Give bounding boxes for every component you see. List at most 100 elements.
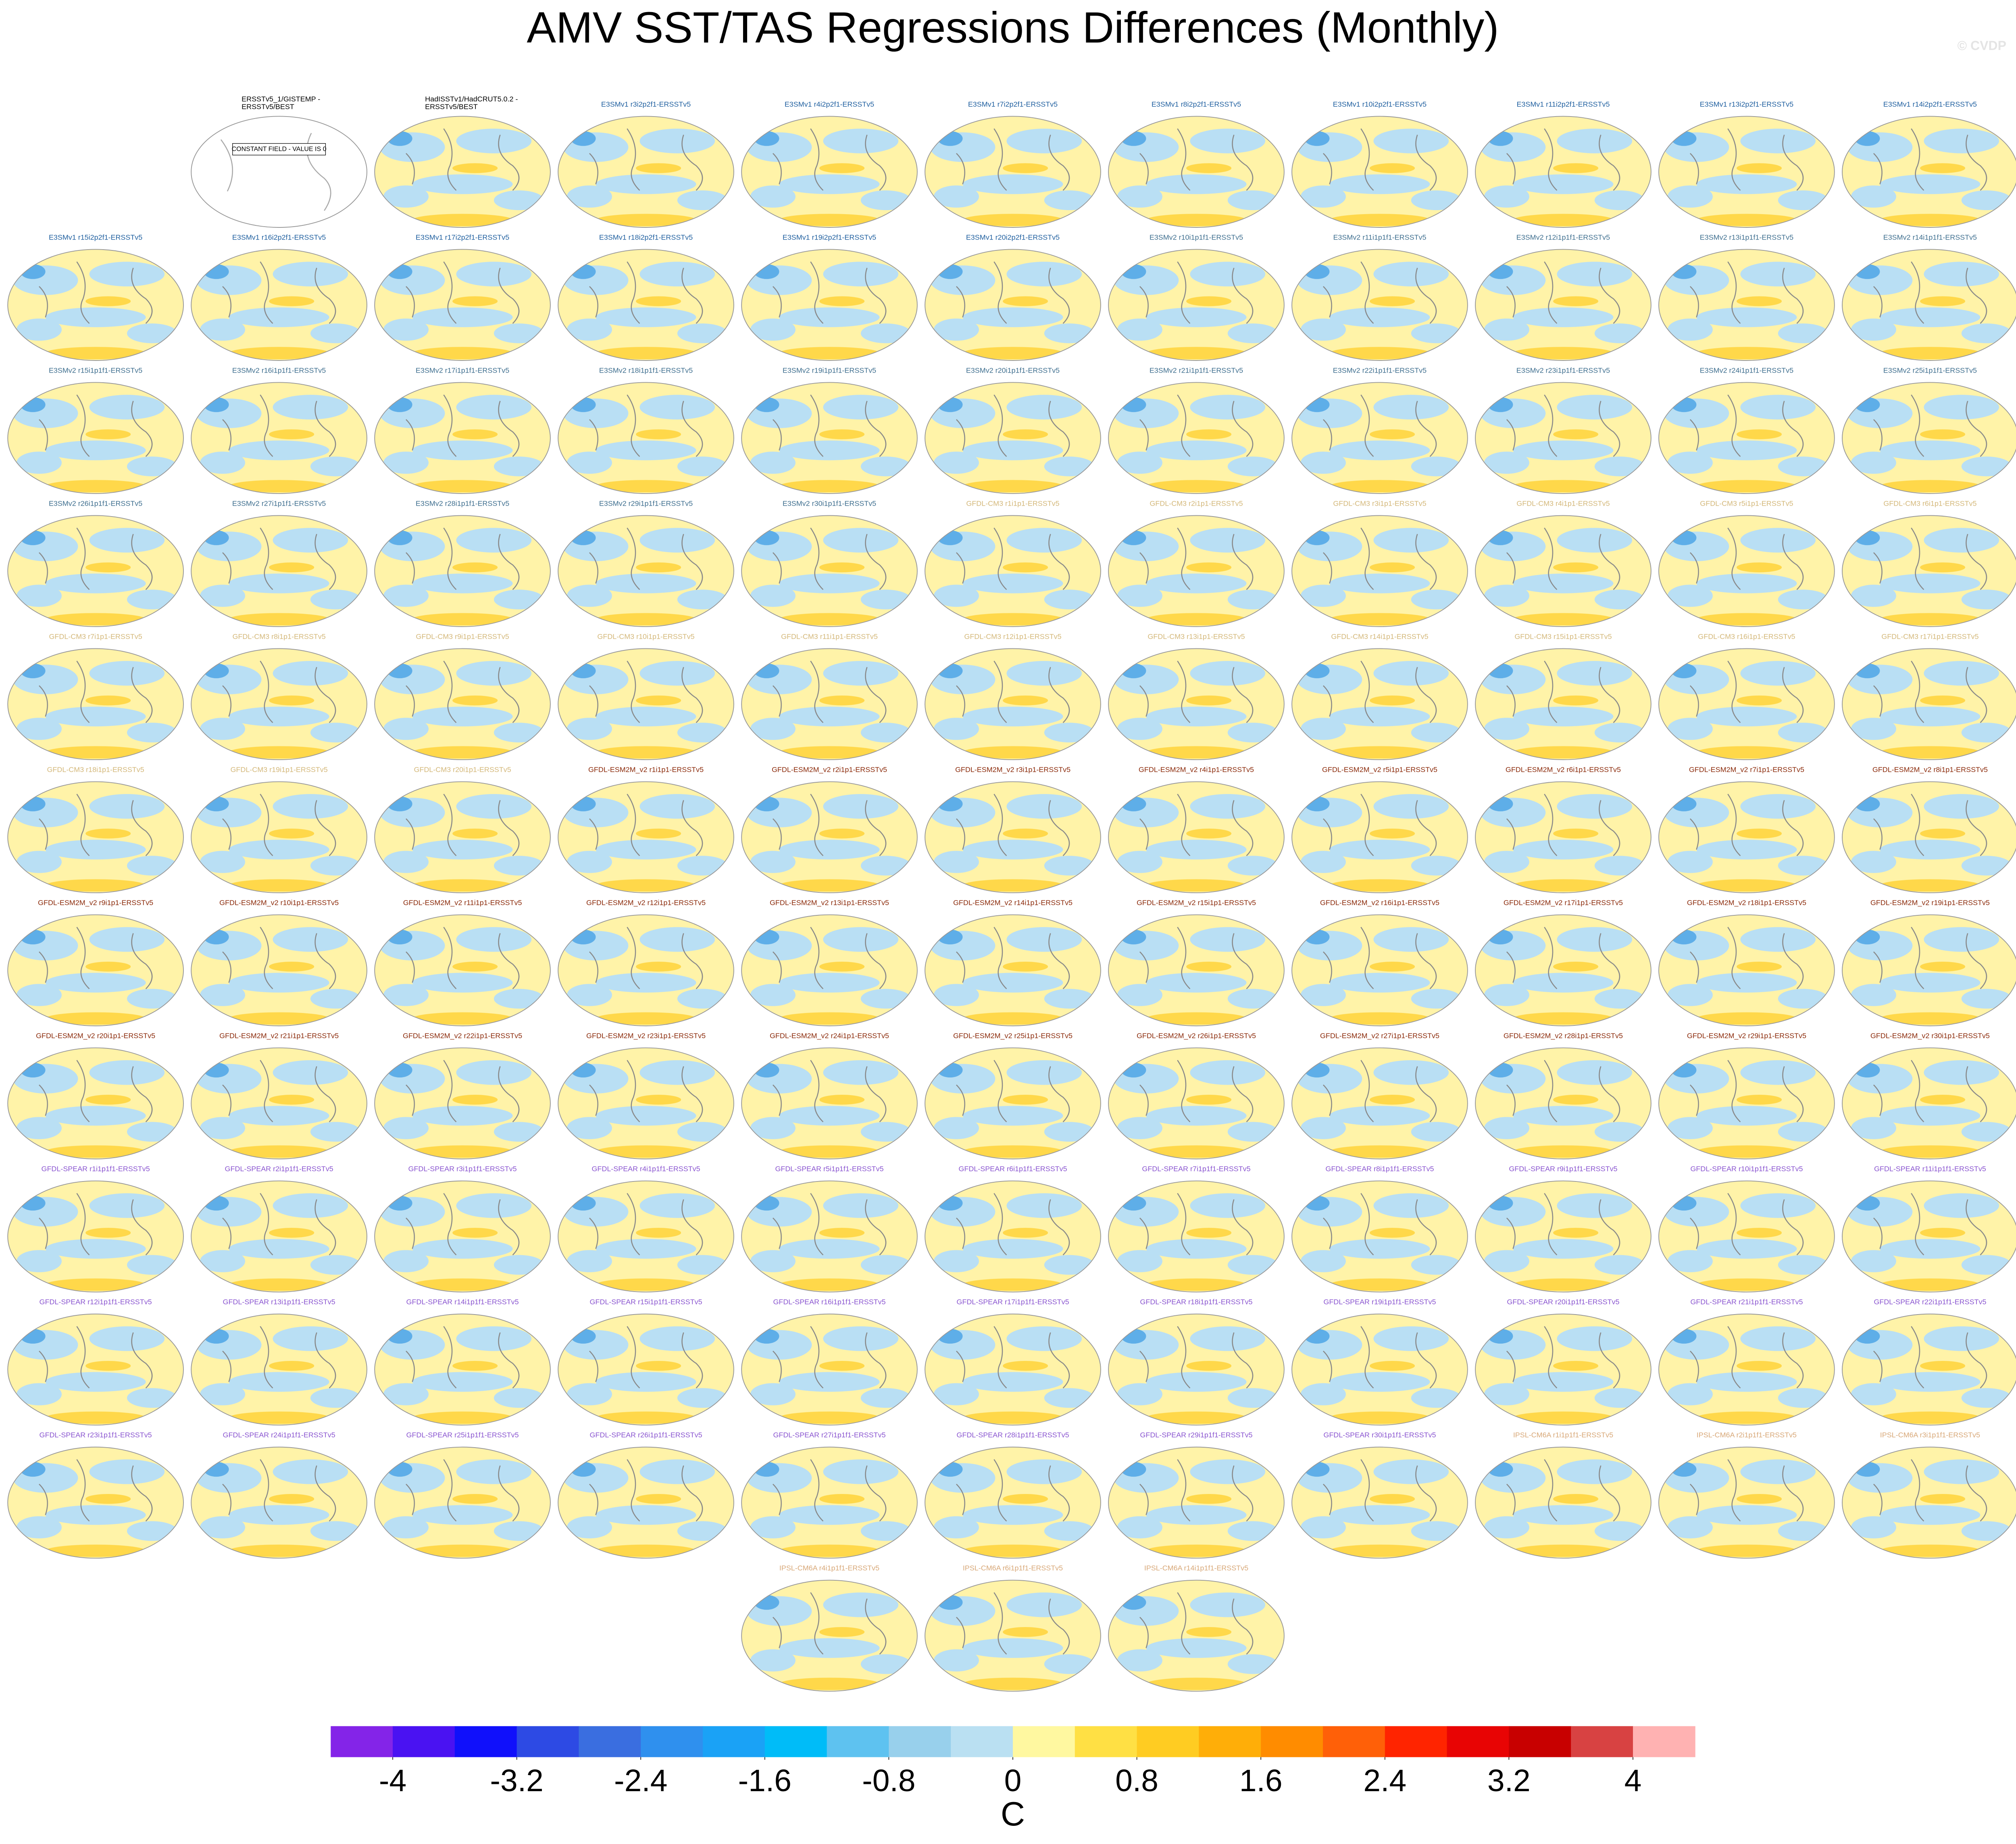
panel-title: E3SMv1 r11i2p2f1-ERSSTv5 [1516, 100, 1610, 108]
map [741, 1180, 918, 1293]
map [1475, 116, 1652, 228]
map [1842, 382, 2016, 494]
map [741, 515, 918, 627]
map [925, 1579, 1101, 1692]
panel-title: GFDL-ESM2M_v2 r22i1p1-ERSSTv5 [403, 1031, 522, 1040]
figure-title: AMV SST/TAS Regressions Differences (Mon… [527, 3, 1499, 52]
colorbar-box [1447, 1726, 1510, 1757]
panel-title: E3SMv2 r21i1p1f1-ERSSTv5 [1150, 366, 1243, 374]
map [741, 1313, 918, 1426]
panel-title: GFDL-ESM2M_v2 r23i1p1-ERSSTv5 [586, 1031, 706, 1040]
colorbar-tick-label: 3.2 [1487, 1763, 1531, 1798]
colorbar-box [1137, 1726, 1200, 1757]
panel-title: GFDL-SPEAR r7i1p1f1-ERSSTv5 [1142, 1165, 1250, 1173]
map [558, 1313, 734, 1426]
panel-title: GFDL-SPEAR r16i1p1f1-ERSSTv5 [773, 1298, 885, 1306]
map [1658, 1446, 1835, 1559]
map [558, 515, 734, 627]
map [1475, 1446, 1652, 1559]
panel-title: IPSL-CM6A r6i1p1f1-ERSSTv5 [963, 1564, 1063, 1572]
panel-title: GFDL-CM3 r5i1p1-ERSSTv5 [1700, 499, 1793, 507]
panel-title: GFDL-ESM2M_v2 r30i1p1-ERSSTv5 [1870, 1031, 1990, 1040]
panel-title: E3SMv2 r23i1p1f1-ERSSTv5 [1516, 366, 1610, 374]
map [925, 1446, 1101, 1559]
panel-title: GFDL-SPEAR r1i1p1f1-ERSSTv5 [42, 1165, 150, 1173]
panel-title: E3SMv1 r18i2p2f1-ERSSTv5 [599, 233, 693, 241]
map [1842, 249, 2016, 361]
panel-title: GFDL-CM3 r2i1p1-ERSSTv5 [1150, 499, 1243, 507]
map [741, 1579, 918, 1692]
map [558, 249, 734, 361]
panel-title: E3SMv1 r20i2p2f1-ERSSTv5 [966, 233, 1060, 241]
panel-title: GFDL-ESM2M_v2 r10i1p1-ERSSTv5 [219, 898, 339, 907]
panel-title: IPSL-CM6A r2i1p1f1-ERSSTv5 [1697, 1431, 1797, 1439]
map [1658, 515, 1835, 627]
panel-title: E3SMv1 r10i2p2f1-ERSSTv5 [1333, 100, 1427, 108]
panel-title: GFDL-CM3 r1i1p1-ERSSTv5 [966, 499, 1059, 507]
panel-title: GFDL-ESM2M_v2 r20i1p1-ERSSTv5 [36, 1031, 155, 1040]
panel-title: GFDL-ESM2M_v2 r25i1p1-ERSSTv5 [953, 1031, 1073, 1040]
panel-title: GFDL-ESM2M_v2 r14i1p1-ERSSTv5 [953, 898, 1073, 907]
panel-title: GFDL-CM3 r4i1p1-ERSSTv5 [1516, 499, 1610, 507]
map [1658, 1313, 1835, 1426]
panel-title: GFDL-ESM2M_v2 r28i1p1-ERSSTv5 [1504, 1031, 1623, 1040]
panel-title: GFDL-SPEAR r10i1p1f1-ERSSTv5 [1690, 1165, 1803, 1173]
panel-title: ERSSTv5_1/GISTEMP - [242, 95, 320, 104]
map [1842, 1047, 2016, 1160]
panel-title: GFDL-SPEAR r29i1p1f1-ERSSTv5 [1140, 1431, 1252, 1439]
map [1475, 382, 1652, 494]
panel-title: GFDL-SPEAR r24i1p1f1-ERSSTv5 [223, 1431, 335, 1439]
panel-title: E3SMv1 r7i2p2f1-ERSSTv5 [968, 100, 1058, 108]
panel-title: GFDL-SPEAR r21i1p1f1-ERSSTv5 [1690, 1298, 1803, 1306]
panel-title: ERSSTv5/BEST [242, 103, 294, 111]
panel-title: E3SMv2 r17i1p1f1-ERSSTv5 [416, 366, 509, 374]
colorbar-box [1261, 1726, 1323, 1757]
colorbar-box [579, 1726, 641, 1757]
map [7, 1313, 184, 1426]
map [1291, 1180, 1468, 1293]
colorbar-box [1633, 1726, 1695, 1757]
map [374, 382, 551, 494]
panel-title: GFDL-ESM2M_v2 r7i1p1-ERSSTv5 [1689, 765, 1804, 774]
panel-title: GFDL-ESM2M_v2 r1i1p1-ERSSTv5 [588, 765, 704, 774]
map [374, 648, 551, 761]
colorbar-tick-label: 2.4 [1363, 1763, 1406, 1798]
panel-title: GFDL-SPEAR r30i1p1f1-ERSSTv5 [1323, 1431, 1436, 1439]
map [374, 1446, 551, 1559]
map [1475, 1047, 1652, 1160]
panel-title: GFDL-CM3 r10i1p1-ERSSTv5 [597, 632, 694, 640]
panel-title: E3SMv1 r4i2p2f1-ERSSTv5 [785, 100, 874, 108]
map [191, 382, 367, 494]
map [374, 515, 551, 627]
map [1108, 1579, 1285, 1692]
colorbar-label: C [1001, 1795, 1025, 1833]
panel-title: E3SMv2 r11i1p1f1-ERSSTv5 [1333, 233, 1426, 241]
panel-title: GFDL-SPEAR r3i1p1f1-ERSSTv5 [408, 1165, 516, 1173]
panel-title: GFDL-SPEAR r18i1p1f1-ERSSTv5 [1140, 1298, 1252, 1306]
panel-title: E3SMv2 r13i1p1f1-ERSSTv5 [1700, 233, 1793, 241]
panel-title: E3SMv1 r8i2p2f1-ERSSTv5 [1152, 100, 1241, 108]
panel-title: GFDL-ESM2M_v2 r9i1p1-ERSSTv5 [38, 898, 153, 907]
colorbar-box [393, 1726, 455, 1757]
map [1108, 1313, 1285, 1426]
panel-title: GFDL-ESM2M_v2 r2i1p1-ERSSTv5 [772, 765, 887, 774]
map [558, 1446, 734, 1559]
panel-title: GFDL-CM3 r12i1p1-ERSSTv5 [964, 632, 1061, 640]
map [558, 116, 734, 228]
panel-title: GFDL-ESM2M_v2 r18i1p1-ERSSTv5 [1687, 898, 1806, 907]
map [1108, 249, 1285, 361]
map [1291, 914, 1468, 1027]
map [925, 914, 1101, 1027]
panel-title: E3SMv1 r19i2p2f1-ERSSTv5 [783, 233, 876, 241]
map [1291, 249, 1468, 361]
panel-title: IPSL-CM6A r1i1p1f1-ERSSTv5 [1513, 1431, 1613, 1439]
map [558, 914, 734, 1027]
panel-title: E3SMv1 r15i2p2f1-ERSSTv5 [49, 233, 142, 241]
map [1842, 1446, 2016, 1559]
map [374, 1047, 551, 1160]
panel-title: HadISSTv1/HadCRUT5.0.2 - [425, 95, 518, 103]
map [1108, 382, 1285, 494]
map [7, 1180, 184, 1293]
map [1842, 1180, 2016, 1293]
